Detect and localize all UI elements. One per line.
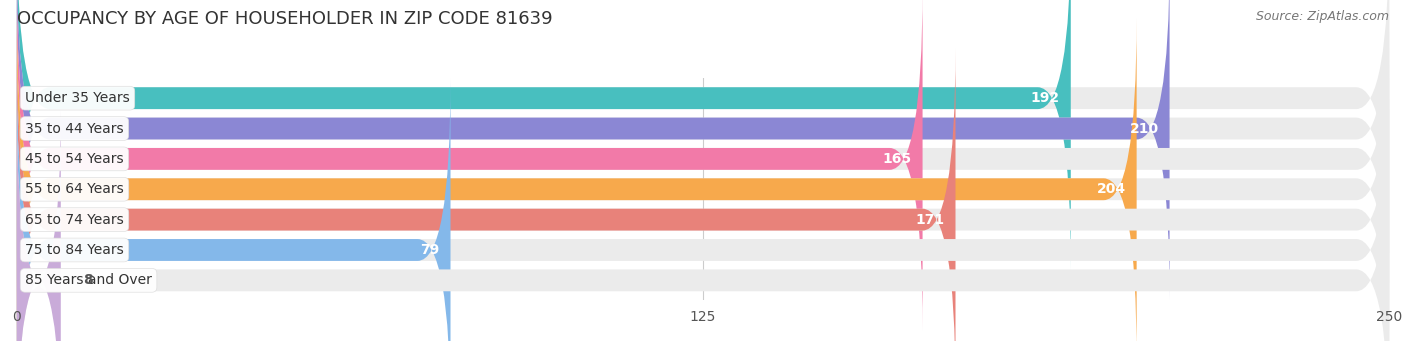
FancyBboxPatch shape [17, 0, 1389, 330]
Text: 55 to 64 Years: 55 to 64 Years [25, 182, 124, 196]
Text: 65 to 74 Years: 65 to 74 Years [25, 213, 124, 227]
Text: 171: 171 [915, 213, 945, 227]
Text: 8: 8 [83, 273, 93, 287]
FancyBboxPatch shape [17, 18, 1136, 341]
FancyBboxPatch shape [17, 0, 1071, 269]
Text: 35 to 44 Years: 35 to 44 Years [25, 121, 124, 135]
FancyBboxPatch shape [17, 48, 956, 341]
FancyBboxPatch shape [17, 0, 1389, 300]
FancyBboxPatch shape [17, 109, 1389, 341]
Text: 204: 204 [1097, 182, 1126, 196]
FancyBboxPatch shape [17, 18, 1389, 341]
FancyBboxPatch shape [17, 0, 922, 330]
Text: 45 to 54 Years: 45 to 54 Years [25, 152, 124, 166]
FancyBboxPatch shape [17, 48, 1389, 341]
Text: Under 35 Years: Under 35 Years [25, 91, 129, 105]
Text: Source: ZipAtlas.com: Source: ZipAtlas.com [1256, 10, 1389, 23]
Text: OCCUPANCY BY AGE OF HOUSEHOLDER IN ZIP CODE 81639: OCCUPANCY BY AGE OF HOUSEHOLDER IN ZIP C… [17, 10, 553, 28]
FancyBboxPatch shape [17, 109, 60, 341]
Text: 192: 192 [1031, 91, 1060, 105]
Text: 210: 210 [1129, 121, 1159, 135]
Text: 75 to 84 Years: 75 to 84 Years [25, 243, 124, 257]
Text: 79: 79 [420, 243, 440, 257]
Text: 165: 165 [883, 152, 911, 166]
FancyBboxPatch shape [17, 0, 1170, 300]
Text: 85 Years and Over: 85 Years and Over [25, 273, 152, 287]
FancyBboxPatch shape [17, 0, 1389, 269]
FancyBboxPatch shape [17, 79, 450, 341]
FancyBboxPatch shape [17, 79, 1389, 341]
